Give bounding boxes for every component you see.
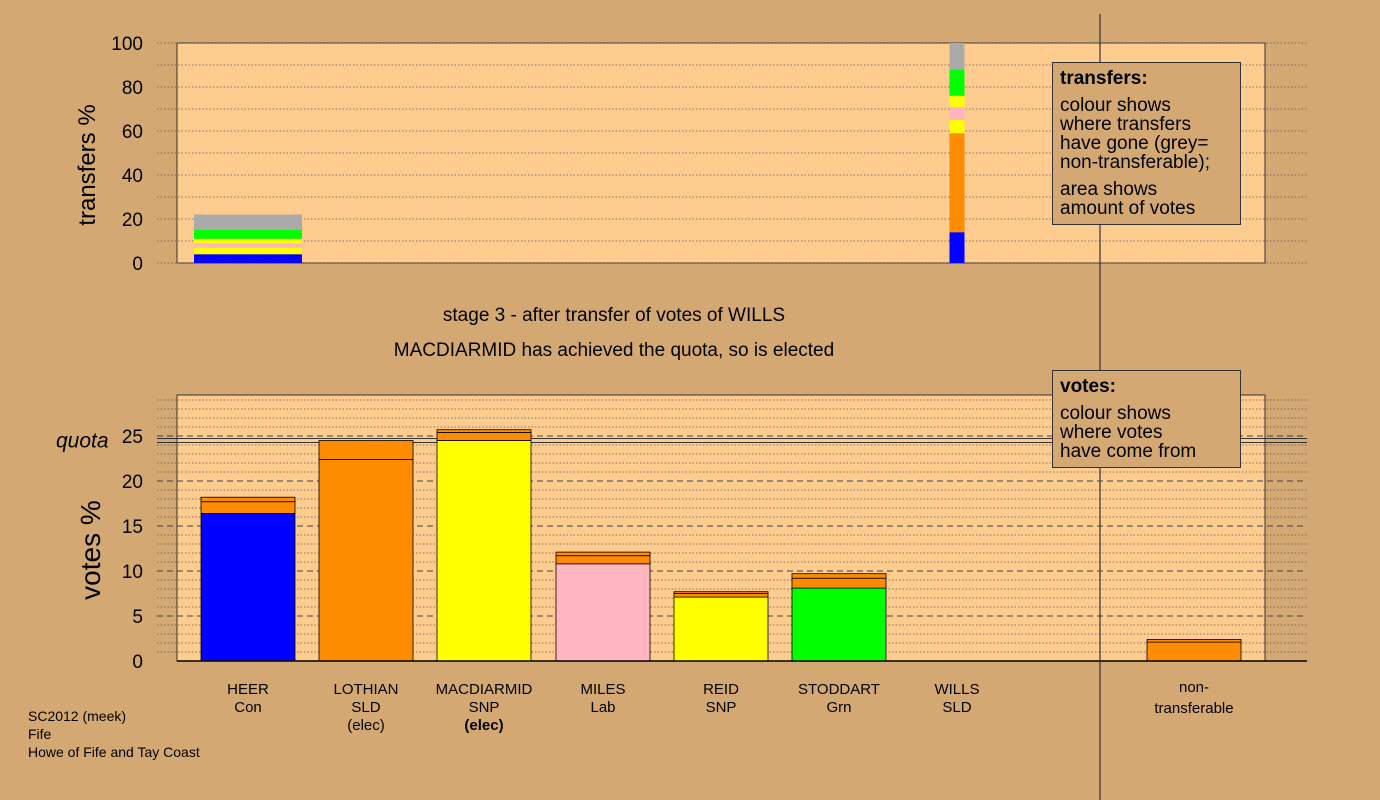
- transfers-legend-line: area shows: [1060, 179, 1158, 200]
- vote-bar-segment: [673, 596, 769, 662]
- transfers-legend-line: where transfers: [1060, 114, 1191, 135]
- candidate-party-label: Con: [234, 699, 262, 716]
- vote-bar-segment: [200, 496, 296, 503]
- votes-y-tick: 10: [122, 562, 143, 583]
- transfer-bar-segment: [194, 238, 302, 244]
- transfers-y-tick: 0: [132, 254, 143, 275]
- candidate-party-label: SLD: [942, 699, 971, 716]
- transfers-legend-line: have gone (grey=: [1060, 133, 1209, 154]
- elected-note-label: (elec): [347, 717, 385, 734]
- votes-legend: votes: colour shows where votes have com…: [1052, 370, 1241, 468]
- elected-note-label: (elec): [464, 717, 503, 734]
- vote-bar-segment: [200, 501, 296, 514]
- footer-method: SC2012 (meek): [28, 708, 127, 724]
- non-transferable-label: non-: [1179, 679, 1209, 696]
- votes-y-axis-label: votes %: [75, 500, 106, 600]
- transfer-bar-segment: [949, 69, 965, 96]
- transfer-bar-segment: [949, 232, 965, 263]
- transfers-legend-line: non-transferable);: [1060, 152, 1210, 173]
- votes-legend-line: have come from: [1060, 441, 1197, 462]
- candidate-name-label: STODDART: [798, 681, 880, 698]
- transfers-y-tick: 40: [122, 166, 143, 187]
- vote-bar-segment: [555, 555, 651, 565]
- transfer-bar-segment: [194, 230, 302, 239]
- votes-legend-line: colour shows: [1060, 403, 1171, 424]
- transfers-y-tick: 100: [111, 34, 143, 55]
- transfers-legend-line: colour shows: [1060, 95, 1171, 116]
- candidate-name-label: LOTHIAN: [333, 681, 398, 698]
- candidate-name-label: MACDIARMID: [436, 681, 533, 698]
- non-transferable-bar-segment: [1146, 639, 1242, 643]
- elected-message: MACDIARMID has achieved the quota, so is…: [393, 340, 835, 361]
- votes-y-tick: 20: [122, 472, 143, 493]
- vote-bar-segment: [791, 573, 887, 579]
- transfer-bar-segment: [194, 214, 302, 230]
- transfer-bar-segment: [949, 43, 965, 70]
- transfer-bar-segment: [949, 106, 965, 120]
- vote-bar-segment: [555, 551, 651, 557]
- candidate-name-label: HEER: [227, 681, 269, 698]
- votes-y-tick: 5: [132, 607, 143, 628]
- candidate-name-label: MILES: [580, 681, 625, 698]
- transfers-y-axis-label: transfers %: [74, 104, 101, 225]
- votes-y-tick: 15: [122, 517, 143, 538]
- vote-bar-segment: [436, 429, 532, 433]
- transfers-legend-line: amount of votes: [1060, 198, 1196, 219]
- candidate-party-label: SNP: [469, 699, 500, 716]
- transfers-legend-heading: transfers:: [1060, 68, 1148, 89]
- votes-legend-heading: votes:: [1060, 376, 1116, 397]
- vote-bar-segment: [555, 563, 651, 662]
- non-transferable-bar-segment: [1146, 641, 1242, 662]
- stage-title: stage 3 - after transfer of votes of WIL…: [442, 305, 786, 326]
- vote-bar-segment: [436, 440, 532, 662]
- non-transferable-label: transferable: [1154, 700, 1233, 717]
- candidate-party-label: Grn: [826, 699, 851, 716]
- vote-bar-segment: [318, 440, 414, 460]
- candidate-name-label: WILLS: [934, 681, 979, 698]
- transfer-bar-segment: [949, 120, 965, 134]
- votes-y-tick: 25: [122, 427, 143, 448]
- transfers-legend: transfers: colour shows where transfers …: [1052, 62, 1241, 225]
- candidate-party-label: SNP: [706, 699, 737, 716]
- votes-legend-line: where votes: [1060, 422, 1163, 443]
- transfers-y-tick: 60: [122, 122, 143, 143]
- vote-bar-segment: [791, 577, 887, 589]
- footer-ward: Howe of Fife and Tay Coast: [28, 744, 200, 760]
- vote-bar-segment: [791, 587, 887, 662]
- votes-y-tick: 0: [132, 652, 143, 673]
- transfers-y-tick: 80: [122, 78, 143, 99]
- transfer-bar-segment: [194, 243, 302, 248]
- transfers-y-tick: 20: [122, 210, 143, 231]
- vote-bar-segment: [318, 458, 414, 662]
- vote-bar-segment: [673, 591, 769, 594]
- vote-bar-segment: [436, 431, 532, 441]
- candidate-party-label: Lab: [590, 699, 615, 716]
- footer-council: Fife: [28, 726, 52, 742]
- quota-label: quota: [56, 430, 109, 453]
- vote-bar-segment: [673, 593, 769, 598]
- vote-bar-segment: [200, 513, 296, 662]
- candidate-name-label: REID: [703, 681, 739, 698]
- transfer-bar-segment: [194, 247, 302, 255]
- transfer-bar-segment: [949, 133, 965, 233]
- transfer-bar-segment: [194, 254, 302, 263]
- candidate-party-label: SLD: [351, 699, 380, 716]
- transfer-bar-segment: [949, 95, 965, 107]
